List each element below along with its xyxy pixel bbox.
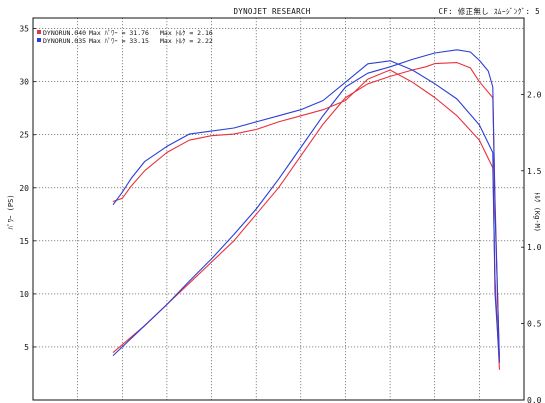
left-tick-label: 15 xyxy=(19,237,29,246)
left-tick-label: 35 xyxy=(19,25,29,34)
right-axis-ticks: 2.0 1.5 1.0 0.5 0.0 xyxy=(521,90,542,403)
left-tick-label: 5 xyxy=(24,343,29,352)
right-axis-label: ﾄﾙｸ (Kg-M) xyxy=(533,192,541,232)
series-line-power-dynorun-035 xyxy=(112,49,500,359)
left-axis-ticks: 35 30 25 20 15 10 5 xyxy=(19,25,36,352)
right-tick-label: 1.0 xyxy=(527,243,542,252)
right-tick-label: 0.5 xyxy=(527,320,542,329)
left-tick-label: 20 xyxy=(19,184,29,193)
series-line-torque-dynorun-035 xyxy=(112,60,500,363)
legend-run-2: DYNORUN.035 xyxy=(43,37,86,45)
left-tick-label: 10 xyxy=(19,290,29,299)
legend-torque-2: Max ﾄﾙｸ = 2.22 xyxy=(160,37,213,45)
legend-power-1: Max ﾊﾟﾜｰ = 31.76 xyxy=(89,29,149,37)
right-tick-label: 1.5 xyxy=(527,167,542,176)
chart-settings: CF: 修正無し ｽﾑｰｼﾞﾝｸﾞ: 5 xyxy=(438,6,540,16)
right-tick-label: 2.0 xyxy=(527,90,542,99)
series-group xyxy=(112,49,500,370)
left-axis-label: ﾊﾟﾜｰ (PS) xyxy=(7,194,15,229)
legend-swatch-2 xyxy=(37,38,41,42)
grid xyxy=(33,18,524,400)
series-line-torque-dynorun-040 xyxy=(112,69,500,370)
legend-torque-1: Max ﾄﾙｸ = 2.16 xyxy=(160,29,213,37)
series-line-power-dynorun-040 xyxy=(112,62,500,364)
right-tick-label: 0.0 xyxy=(527,396,542,403)
legend-run-1: DYNORUN.040 xyxy=(43,29,86,37)
left-tick-label: 30 xyxy=(19,78,29,87)
left-tick-label: 25 xyxy=(19,131,29,140)
legend-swatch-1 xyxy=(37,30,41,34)
plot-frame xyxy=(32,17,525,401)
chart-title: DYNOJET RESEARCH xyxy=(233,7,310,16)
legend-power-2: Max ﾊﾟﾜｰ = 33.15 xyxy=(89,37,149,45)
legend: DYNORUN.040 Max ﾊﾟﾜｰ = 31.76 Max ﾄﾙｸ = 2… xyxy=(37,29,213,45)
